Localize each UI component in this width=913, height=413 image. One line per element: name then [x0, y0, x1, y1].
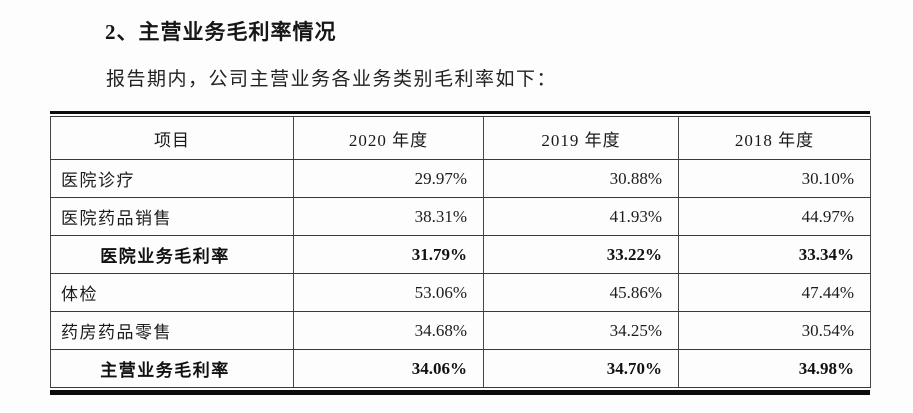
table-row: 医院诊疗 29.97% 30.88% 30.10%: [50, 159, 871, 198]
row-label-cell: 主营业务毛利率: [50, 349, 294, 388]
row-label-cell: 医院诊疗: [50, 159, 294, 198]
row-label-cell: 药房药品零售: [50, 311, 294, 350]
value-cell-2019: 41.93%: [483, 197, 679, 236]
gross-margin-table-wrapper: 项目 2020 年度 2019 年度 2018 年度 医院诊疗 29.97% 3…: [50, 111, 871, 395]
column-header-2019: 2019 年度: [483, 116, 679, 160]
value-cell-2020: 38.31%: [293, 197, 484, 236]
value-cell-2018: 30.10%: [678, 159, 871, 198]
table-row: 药房药品零售 34.68% 34.25% 30.54%: [50, 311, 871, 350]
value-cell-2018: 47.44%: [678, 273, 871, 312]
value-cell-2019: 45.86%: [483, 273, 679, 312]
row-label-cell: 体检: [50, 273, 294, 312]
value-cell-2019: 33.22%: [483, 235, 679, 274]
value-cell-2019: 34.25%: [483, 311, 679, 350]
table-row: 医院药品销售 38.31% 41.93% 44.97%: [50, 197, 871, 236]
column-header-2020: 2020 年度: [293, 116, 484, 160]
value-cell-2019: 34.70%: [483, 349, 679, 388]
value-cell-2018: 44.97%: [678, 197, 871, 236]
value-cell-2020: 31.79%: [293, 235, 484, 274]
table-subtotal-row: 医院业务毛利率 31.79% 33.22% 33.34%: [50, 235, 871, 274]
column-header-item: 项目: [50, 116, 294, 160]
value-cell-2018: 34.98%: [678, 349, 871, 388]
gross-margin-table: 项目 2020 年度 2019 年度 2018 年度 医院诊疗 29.97% 3…: [50, 116, 871, 388]
value-cell-2020: 53.06%: [293, 273, 484, 312]
table-total-row: 主营业务毛利率 34.06% 34.70% 34.98%: [50, 349, 871, 388]
column-header-2018: 2018 年度: [678, 116, 871, 160]
value-cell-2020: 34.06%: [293, 349, 484, 388]
value-cell-2018: 30.54%: [678, 311, 871, 350]
row-label-cell: 医院业务毛利率: [50, 235, 294, 274]
table-header-row: 项目 2020 年度 2019 年度 2018 年度: [50, 116, 871, 160]
row-label-cell: 医院药品销售: [50, 197, 294, 236]
value-cell-2020: 29.97%: [293, 159, 484, 198]
value-cell-2018: 33.34%: [678, 235, 871, 274]
value-cell-2019: 30.88%: [483, 159, 679, 198]
table-row: 体检 53.06% 45.86% 47.44%: [50, 273, 871, 312]
value-cell-2020: 34.68%: [293, 311, 484, 350]
section-heading: 2、主营业务毛利率情况: [105, 20, 337, 44]
intro-paragraph: 报告期内，公司主营业务各业务类别毛利率如下：: [106, 69, 558, 90]
